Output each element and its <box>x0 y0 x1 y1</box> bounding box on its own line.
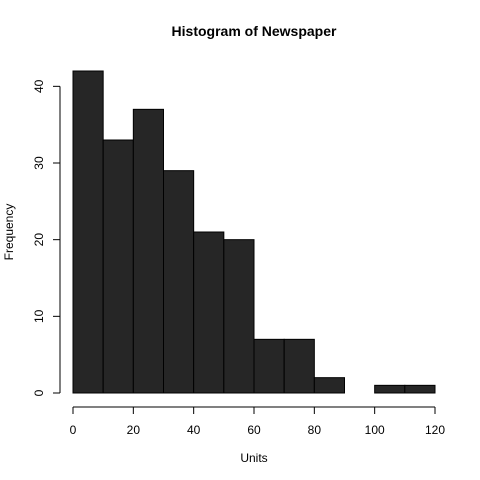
histogram-bar <box>313 377 346 394</box>
x-tick-label: 60 <box>247 423 261 437</box>
y-tick-label: 30 <box>32 156 46 170</box>
x-axis-label: Units <box>240 451 267 465</box>
x-tick-label: 0 <box>70 423 77 437</box>
bars-group <box>72 70 436 394</box>
x-tick-label: 100 <box>365 423 385 437</box>
x-tick-label: 80 <box>308 423 322 437</box>
y-tick-label: 40 <box>32 79 46 93</box>
y-axis: 0 10 20 30 40 <box>32 79 61 396</box>
histogram-bar <box>283 338 315 394</box>
x-tick-label: 120 <box>425 423 445 437</box>
chart-title: Histogram of Newspaper <box>172 23 337 39</box>
histogram-bar <box>132 108 164 394</box>
histogram-bar <box>193 231 225 394</box>
y-tick-label: 10 <box>32 309 46 323</box>
histogram-bar <box>102 139 134 394</box>
y-tick-label: 20 <box>32 233 46 247</box>
histogram-bar <box>253 338 285 394</box>
histogram-bar <box>163 170 195 394</box>
x-axis: 0 20 40 60 80 100 120 <box>70 406 445 437</box>
x-tick-label: 40 <box>187 423 201 437</box>
histogram-bar <box>404 384 436 394</box>
y-tick-label: 0 <box>32 389 46 396</box>
x-tick-label: 20 <box>127 423 141 437</box>
histogram-bar <box>72 70 104 394</box>
histogram-bar <box>374 384 406 394</box>
histogram-bar <box>223 239 255 394</box>
y-axis-label: Frequency <box>2 204 16 261</box>
